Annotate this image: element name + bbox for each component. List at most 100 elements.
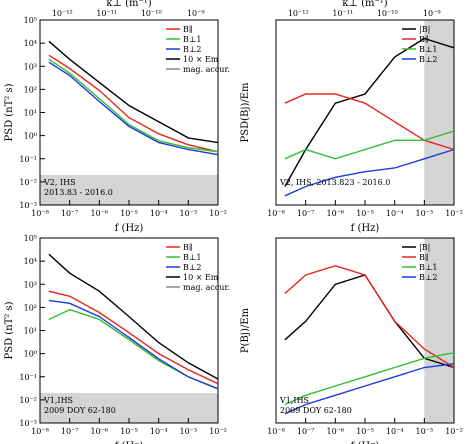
top-axis-label: κ⊥ (m⁻¹) xyxy=(106,0,152,9)
x-tick-label: 10⁻³ xyxy=(180,427,198,436)
x-tick-label: 10⁻⁷ xyxy=(61,209,79,218)
x-tick-label: 10⁻⁷ xyxy=(297,209,315,218)
series-line xyxy=(284,352,455,406)
panel-b: 10⁻⁸ 10⁻⁷ 10⁻⁶ 10⁻⁵ 10⁻⁴ 10⁻³ 10⁻² 10⁻¹² 10⁻¹¹ 10… xyxy=(240,0,463,234)
series-line xyxy=(284,363,455,415)
legend-entry: B∥ xyxy=(419,35,429,44)
x-axis-label: f (Hz) xyxy=(115,223,144,234)
series-line xyxy=(48,253,219,380)
legend-entry: 10 × Em xyxy=(183,273,219,282)
x-tick-label: 10⁻⁴ xyxy=(150,209,168,218)
y-tick-label: 10⁴ xyxy=(24,257,37,266)
top-tick-label: 10⁻¹² xyxy=(52,9,73,18)
legend-entry: mag. accur. xyxy=(183,65,230,74)
series-line xyxy=(48,290,219,385)
x-tick-label: 10⁻⁷ xyxy=(61,427,79,436)
y-tick-label: 10¹ xyxy=(24,327,37,336)
panel-annotation: V2, IHS xyxy=(43,178,76,187)
x-tick-label: 10⁻³ xyxy=(416,427,434,436)
series-line xyxy=(48,58,219,153)
x-tick-label: 10⁻⁶ xyxy=(91,427,109,436)
legend-entry: B⊥2 xyxy=(183,45,202,54)
y-tick-label: 10¹ xyxy=(24,109,37,118)
top-tick-label: 10⁻¹¹ xyxy=(332,9,353,18)
panel-d: 10⁻⁸ 10⁻⁷ 10⁻⁶ 10⁻⁵ 10⁻⁴ 10⁻³ 10⁻² f (Hz) P(Bj)/… xyxy=(240,237,463,444)
series-line xyxy=(48,54,219,153)
accuracy-band xyxy=(40,174,218,205)
series-line xyxy=(284,265,455,369)
legend-entry: 10 × Em xyxy=(183,55,219,64)
x-tick-label: 10⁻⁸ xyxy=(267,427,285,436)
series-line xyxy=(48,308,219,390)
accuracy-band xyxy=(40,392,218,423)
x-tick-label: 10⁻³ xyxy=(416,209,434,218)
series-line xyxy=(284,148,455,197)
y-tick-label: 10⁰ xyxy=(24,132,37,141)
y-tick-label: 10⁻³ xyxy=(19,201,37,210)
x-tick-label: 10⁻⁶ xyxy=(91,209,109,218)
series-line xyxy=(48,40,219,144)
top-tick-label: 10⁻⁹ xyxy=(423,9,441,18)
x-tick-label: 10⁻² xyxy=(445,427,463,436)
y-axis-label: PSD (nT² s) xyxy=(4,301,15,359)
panel-c: 10⁻⁸ 10⁻⁷ 10⁻⁶ 10⁻⁵ 10⁻⁴ 10⁻³ 10⁻² 10⁻³ 10⁻² 10⁻¹… xyxy=(4,234,230,444)
x-tick-label: 10⁻⁷ xyxy=(297,427,315,436)
legend-entry: B∥ xyxy=(183,243,193,252)
y-tick-label: 10⁻² xyxy=(19,178,37,187)
x-axis-label: f (Hz) xyxy=(351,441,380,444)
x-tick-label: 10⁻⁸ xyxy=(31,427,49,436)
y-tick-label: 10⁴ xyxy=(24,39,37,48)
x-axis-label: f (Hz) xyxy=(115,441,144,444)
y-axis-label: PSD (nT² s) xyxy=(4,83,15,141)
legend-entry: |B| xyxy=(419,25,430,34)
legend-entry: B⊥1 xyxy=(183,35,202,44)
x-tick-label: 10⁻⁶ xyxy=(327,427,345,436)
x-axis-label: f (Hz) xyxy=(351,223,380,234)
top-tick-label: 10⁻¹¹ xyxy=(96,9,117,18)
x-tick-label: 10⁻⁶ xyxy=(327,209,345,218)
y-tick-label: 10⁵ xyxy=(24,16,37,25)
y-tick-label: 10² xyxy=(24,303,37,312)
top-tick-label: 10⁻¹⁰ xyxy=(377,9,398,18)
shaded-region xyxy=(424,20,454,205)
top-axis-label: κ⊥ (m⁻¹) xyxy=(342,0,388,9)
x-tick-label: 10⁻² xyxy=(445,209,463,218)
legend-entry: B∥ xyxy=(419,253,429,262)
y-tick-label: 10³ xyxy=(24,280,37,289)
y-tick-label: 10⁻¹ xyxy=(19,373,37,382)
y-tick-label: 10⁻² xyxy=(19,396,37,405)
series-line xyxy=(284,130,455,160)
y-axis-label: PSD(Bj)/Em xyxy=(240,82,251,143)
panel-annotation: 2009 DOY 62-180 xyxy=(280,406,352,415)
y-tick-label: 10⁻¹ xyxy=(19,155,37,164)
y-tick-label: 10⁰ xyxy=(24,350,37,359)
y-axis-label: P(Bj)/Em xyxy=(240,307,251,353)
x-tick-label: 10⁻⁵ xyxy=(120,209,138,218)
panel-annotation: V1,IHS xyxy=(43,396,73,405)
x-tick-label: 10⁻⁸ xyxy=(267,209,285,218)
x-tick-label: 10⁻⁴ xyxy=(150,427,168,436)
top-tick-label: 10⁻¹² xyxy=(288,9,309,18)
x-tick-label: 10⁻⁸ xyxy=(31,209,49,218)
legend-entry: B⊥2 xyxy=(419,273,438,282)
panel-annotation: V1,IHS xyxy=(279,396,309,405)
legend-entry: mag. accur. xyxy=(183,283,230,292)
legend-entry: B∥ xyxy=(183,25,193,34)
panel-annotation: V2, IHS, 2013.823 - 2016.0 xyxy=(279,178,390,187)
panel-annotation: 2013.83 - 2016.0 xyxy=(44,188,113,197)
y-tick-label: 10⁵ xyxy=(24,234,37,243)
y-tick-label: 10² xyxy=(24,85,37,94)
y-tick-label: 10⁻³ xyxy=(19,419,37,428)
x-tick-label: 10⁻⁵ xyxy=(356,209,374,218)
x-tick-label: 10⁻² xyxy=(209,209,227,218)
x-tick-label: 10⁻⁵ xyxy=(120,427,138,436)
legend-entry: B⊥2 xyxy=(183,263,202,272)
shaded-region xyxy=(424,238,454,423)
top-tick-label: 10⁻¹⁰ xyxy=(141,9,162,18)
legend-entry: B⊥1 xyxy=(419,263,438,272)
y-tick-label: 10³ xyxy=(24,62,37,71)
x-tick-label: 10⁻⁵ xyxy=(356,427,374,436)
x-tick-label: 10⁻⁴ xyxy=(386,427,404,436)
panel-annotation: 2009 DOY 62-180 xyxy=(44,406,116,415)
